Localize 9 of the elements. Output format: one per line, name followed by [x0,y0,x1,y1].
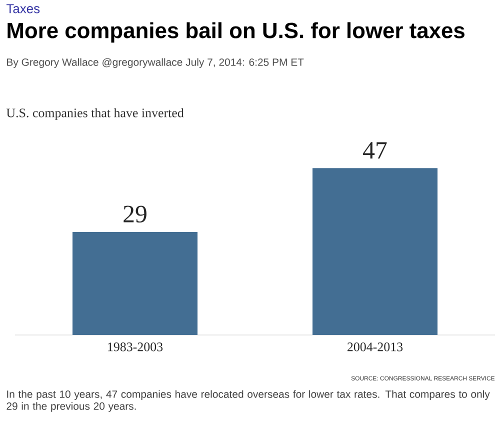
chart-title: More companies bail on U.S. for lower taxes [8,22,464,43]
chart-subtitle: U.S. companies that have inverted [6,108,184,120]
data-label: 29 [124,206,146,222]
text: By Gregory Wallace @gregorywallace July 7, 2014: 6:25 PM ET [7,58,304,68]
x-tick-label: 1983-2003 [108,342,163,352]
text: In the past 10 years, 47 companies have relocated overseas for lower tax rates. That compares to only 29 in the previous 20 years. [6,390,490,412]
data-label: 47 [363,142,387,159]
x-tick-label: 2004-2013 [348,342,403,352]
text: Taxes [6,4,40,14]
